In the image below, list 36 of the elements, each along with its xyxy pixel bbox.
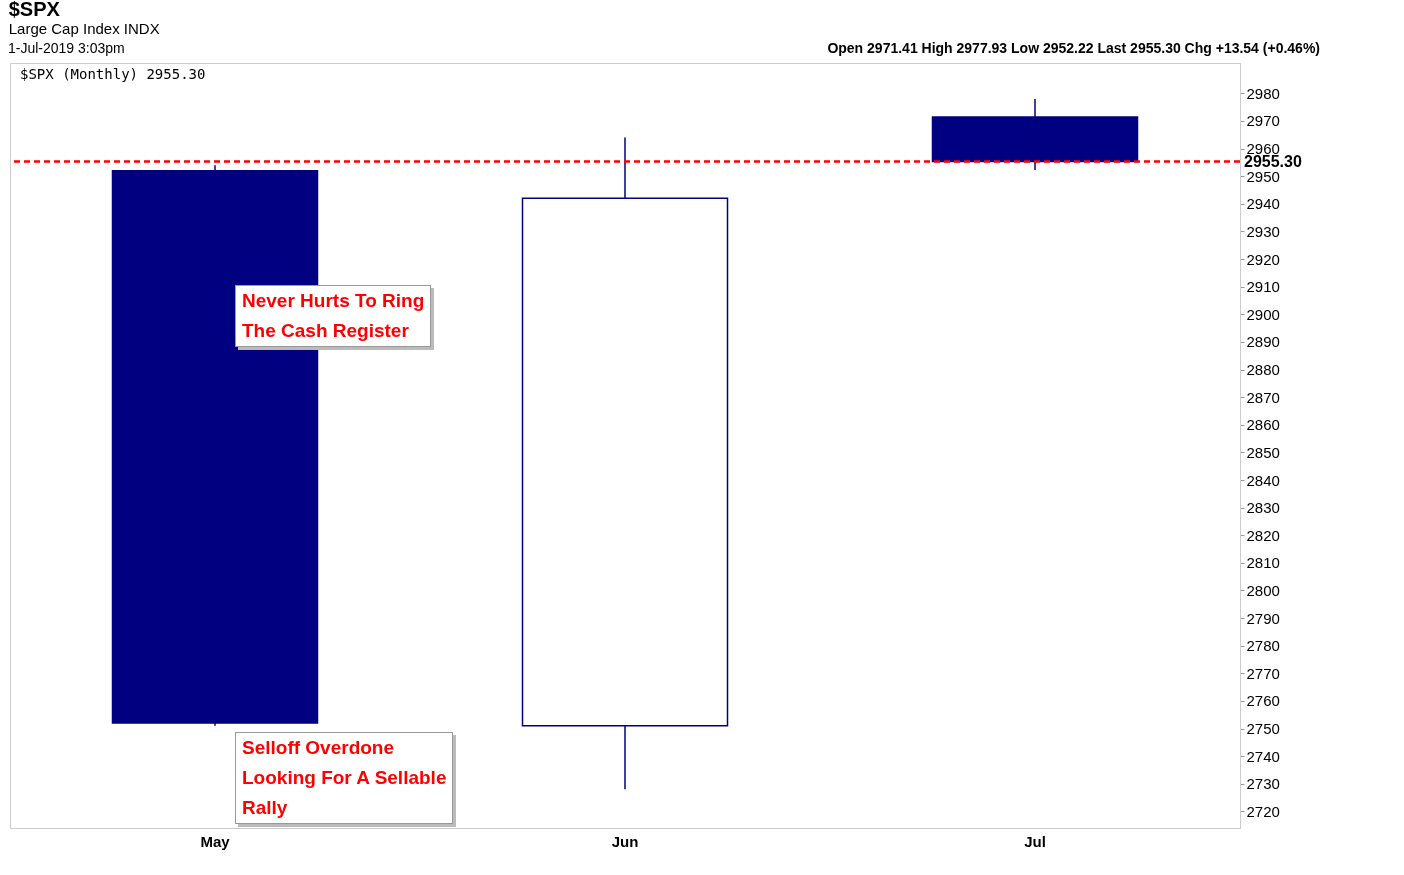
y-tick-label: 2980 xyxy=(1246,84,1280,102)
y-tick-label: 2730 xyxy=(1246,775,1280,793)
chart-title: $SPX xyxy=(8,0,61,20)
y-tick-label: 2910 xyxy=(1246,278,1280,296)
y-tick-label: 2820 xyxy=(1246,526,1280,544)
y-tick-label: 2860 xyxy=(1246,416,1280,434)
y-tick-label: 2740 xyxy=(1246,747,1280,765)
y-tick-label: 2750 xyxy=(1246,720,1280,738)
y-tick-label: 2850 xyxy=(1246,443,1280,461)
y-tick-label: 2880 xyxy=(1246,361,1280,379)
y-tick-label: 2840 xyxy=(1246,471,1280,489)
y-tick-label: 2930 xyxy=(1246,222,1280,240)
y-tick-label: 2890 xyxy=(1246,333,1280,351)
y-tick-label: 2970 xyxy=(1246,112,1280,130)
y-tick-label: 2780 xyxy=(1246,637,1280,655)
y-tick-label: 2770 xyxy=(1246,664,1280,682)
annotation: Never Hurts To Ring The Cash Register xyxy=(235,285,432,347)
text: 1-Jul-2019 3:03pm xyxy=(8,40,125,56)
y-tick-label: 2800 xyxy=(1246,581,1280,599)
y-tick-label: 2760 xyxy=(1246,692,1280,710)
y-tick-label: 2720 xyxy=(1246,802,1280,820)
y-tick-label: 2810 xyxy=(1246,554,1280,572)
y-tick-label: 2940 xyxy=(1246,195,1280,213)
x-tick-label: Jun xyxy=(611,832,639,850)
y-tick-label: 2900 xyxy=(1246,305,1280,323)
x-tick-label: May xyxy=(200,832,231,850)
y-tick-label: 2950 xyxy=(1246,167,1280,185)
text: Open 2971.41 High 2977.93 Low 2952.22 Last 2955.30 Chg +13.54 (+0.46%) xyxy=(826,40,1320,56)
annotation: $SPX (Monthly) 2955.30 xyxy=(20,66,206,82)
chart-subtitle: Large Cap Index INDX xyxy=(8,20,160,37)
y-tick-label: 2920 xyxy=(1246,250,1280,268)
x-tick-label: Jul xyxy=(1024,832,1046,850)
y-tick-label: 2790 xyxy=(1246,609,1280,627)
annotation: Selloff Overdone Looking For A Sellable Rally xyxy=(235,732,454,824)
y-tick-label: 2870 xyxy=(1246,388,1280,406)
y-tick-label: 2830 xyxy=(1246,499,1280,517)
